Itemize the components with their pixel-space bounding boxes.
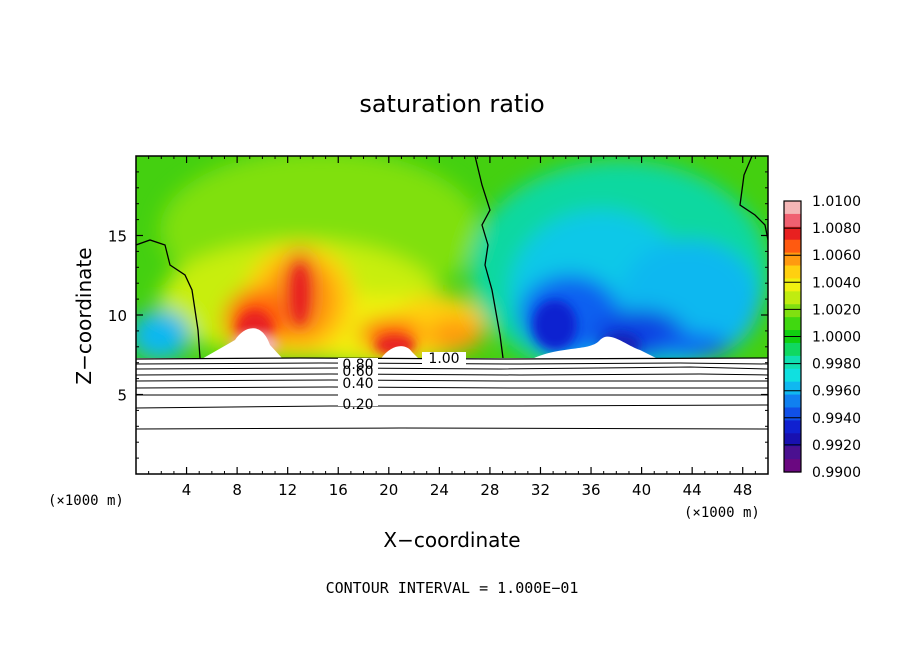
contour-line: [135, 386, 768, 389]
colorbar-swatch: [784, 304, 801, 318]
colorbar-swatch: [784, 433, 801, 447]
colorbar-swatch: [784, 368, 801, 383]
contour-label-0-60: 0.60: [342, 364, 373, 380]
contour-label-0-80: 0.80: [342, 357, 373, 373]
colorbar-label: 1.0020: [812, 302, 861, 318]
contour-line: [135, 362, 769, 365]
saturation-field: [136, 156, 768, 359]
y-tick-label: 15: [108, 228, 127, 246]
colorbar-swatch: [784, 265, 801, 280]
contour-label-bg: [422, 352, 466, 365]
colorbar-label: 1.0080: [812, 221, 861, 237]
lower-white-region: [136, 358, 768, 474]
colorbar-label: 0.9940: [812, 411, 861, 427]
plot-area: 1.00 0.80 0.60 0.40 0.20: [135, 155, 769, 475]
contour-line: [135, 404, 769, 409]
contour-interval-note: CONTOUR INTERVAL = 1.000E−01: [326, 579, 579, 597]
x-tick-label: 4: [182, 481, 192, 499]
contour-line: [136, 239, 201, 359]
colorbar-swatch: [784, 407, 801, 421]
x-tick-label: 48: [733, 481, 752, 499]
x-tick-label: 36: [581, 481, 600, 499]
x-unit-label-right: (×1000 m): [684, 505, 760, 521]
contour-label-bg: [338, 358, 378, 406]
x-tick-label: 24: [430, 481, 449, 499]
colorbar-label: 0.9900: [812, 465, 861, 481]
x-axis: 4 8 12 16 20 24 28 32 36 40 44 48: [148, 156, 756, 499]
contour-line: [135, 379, 768, 382]
y-tick-label: 5: [117, 387, 127, 405]
x-tick-label: 16: [329, 481, 348, 499]
contour-label-1-00: 1.00: [428, 351, 459, 367]
x-tick-label: 28: [480, 481, 499, 499]
contour-line: [135, 373, 769, 376]
colorbar-swatch: [784, 201, 801, 215]
x-axis-label: X−coordinate: [383, 528, 520, 552]
colorbar-swatch: [784, 226, 801, 241]
field-white-cap: [532, 336, 658, 359]
colorbar-label: 0.9960: [812, 384, 861, 400]
x-tick-label: 12: [278, 481, 297, 499]
colorbar-label: 1.0100: [812, 194, 861, 210]
colorbar-label: 1.0000: [812, 330, 861, 346]
colorbar-label: 1.0060: [812, 248, 861, 264]
colorbar-label: 0.9980: [812, 357, 861, 373]
x-tick-label: 32: [531, 481, 550, 499]
contour-label-0-40: 0.40: [342, 376, 373, 392]
colorbar-swatch: [784, 381, 801, 396]
x-tick-label: 40: [632, 481, 651, 499]
colorbar-label: 1.0040: [812, 275, 861, 291]
field-patch: [136, 310, 190, 359]
contour-line: [135, 357, 769, 360]
x-tick-label: 20: [379, 481, 398, 499]
colorbar-swatch: [784, 278, 801, 292]
colorbar-swatch: [784, 213, 801, 228]
y-axis: 5 10 15: [108, 171, 768, 459]
colorbar-swatch: [784, 252, 801, 267]
colorbar-swatch: [784, 317, 801, 331]
colorbar-swatch: [784, 459, 801, 473]
y-tick-label: 10: [108, 307, 127, 325]
colorbar-swatch: [784, 355, 801, 370]
field-white-cap: [201, 328, 282, 359]
field-patch: [650, 333, 730, 357]
contour-labels: 1.00 0.80 0.60 0.40 0.20: [338, 351, 466, 413]
colorbar-swatch: [784, 394, 801, 409]
chart-title: saturation ratio: [359, 90, 544, 118]
x-tick-label: 8: [232, 481, 242, 499]
contour-line: [135, 366, 769, 370]
field-patch: [533, 300, 577, 350]
x-unit-label-left: (×1000 m): [48, 493, 124, 509]
lower-contours: [135, 357, 769, 430]
field-white-cap: [380, 346, 419, 359]
contour-line: [474, 156, 504, 359]
colorbar-swatch: [784, 420, 801, 434]
contour-line: [135, 427, 769, 430]
colorbar: 1.0100 1.0080 1.0060 1.0040 1.0020 1.0000 0.99…: [783, 194, 861, 481]
y-axis-label: Z−coordinate: [72, 247, 96, 384]
colorbar-swatch: [784, 446, 801, 460]
field-patch: [427, 319, 483, 351]
x-tick-label: 44: [683, 481, 702, 499]
field-patch: [293, 265, 307, 325]
contour-line: [739, 156, 768, 241]
colorbar-swatch: [784, 291, 801, 305]
contour-label-0-20: 0.20: [342, 397, 373, 413]
colorbar-label: 0.9920: [812, 438, 861, 454]
colorbar-swatch: [784, 342, 801, 357]
colorbar-swatch: [784, 239, 801, 254]
